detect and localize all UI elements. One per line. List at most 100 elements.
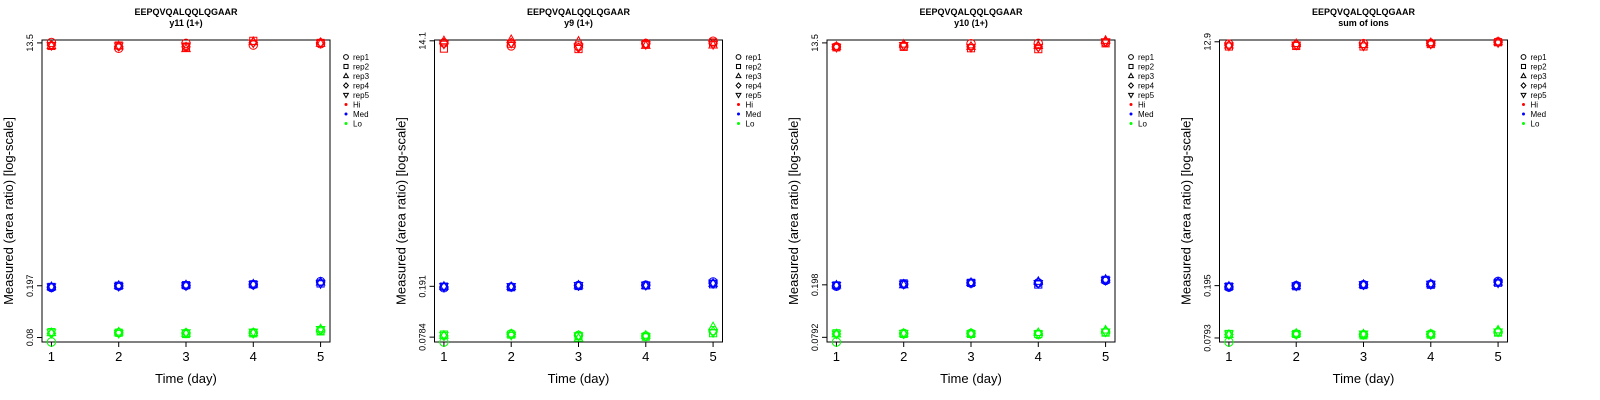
x-tick-label: 5 [1102,349,1109,364]
x-tick-label: 4 [250,349,257,364]
x-tick-label: 3 [575,349,582,364]
x-tick-label: 3 [182,349,189,364]
data-point [113,40,124,50]
legend-marker [1127,82,1135,89]
data-point [180,282,192,292]
legend-label: Med [1138,110,1154,119]
data-point [831,43,842,53]
data-point [965,330,977,340]
y-tick-label: 0.0792 [810,324,820,352]
data-point [708,329,719,339]
data-point [898,329,909,339]
data-point [831,279,842,289]
data-point [180,42,192,52]
data-point [573,43,584,53]
data-point [898,42,909,52]
data-point [1358,42,1369,52]
legend-marker [342,72,350,79]
data-point [438,40,449,50]
legend-label: rep3 [353,72,370,81]
data-point [46,329,57,339]
chart-subtitle: y10 (1+) [954,18,988,28]
data-point [248,281,259,291]
x-tick-label: 1 [48,349,55,364]
data-point [1291,331,1302,341]
x-axis-label: Time (day) [1333,371,1395,386]
legend-marker [343,54,349,60]
data-point [506,283,517,293]
data-point [1223,283,1234,293]
data-point [113,42,124,52]
data-point [315,39,326,49]
legend-label: Lo [1531,120,1540,129]
legend-label: rep3 [1531,72,1548,81]
legend-dot [344,112,348,116]
legend-dot [1129,112,1133,116]
data-point [438,329,449,339]
chart-title: EEPQVQALQQLQGAAR [527,7,631,17]
x-axis-label: Time (day) [548,371,610,386]
data-point [640,280,651,290]
legend-marker [342,92,350,99]
x-tick-label: 2 [508,349,515,364]
x-tick-label: 1 [833,349,840,364]
x-axis-label: Time (day) [155,371,217,386]
data-point [831,40,842,50]
legend-label: Med [746,110,762,119]
legend-marker [1520,92,1527,99]
x-tick-label: 3 [1360,349,1367,364]
data-point [1493,39,1504,49]
data-point [1223,280,1234,290]
legend-label: rep4 [1138,82,1155,91]
data-point [898,279,909,289]
data-point [1291,327,1302,337]
legend-marker [1127,72,1135,79]
y-tick-label: 14.1 [418,32,428,50]
data-point [573,41,584,51]
legend-label: rep2 [1138,63,1155,72]
data-point [438,280,449,290]
plot-frame [1219,39,1508,343]
data-point [1033,326,1044,337]
legend-dot [1522,112,1525,116]
legend-marker [1520,63,1527,70]
data-point [113,279,124,289]
legend-label: rep1 [1138,53,1155,62]
data-point [1493,36,1504,46]
data-point [1100,38,1111,48]
data-point [1291,282,1302,292]
chart-title: EEPQVQALQQLQGAAR [1312,7,1416,17]
x-tick-label: 4 [1035,349,1042,364]
plot-frame [41,39,331,343]
data-point [1100,328,1111,338]
data-point [640,329,651,339]
y-axis-label: Measured (area ratio) [log-scale] [1,117,16,305]
legend-label: rep5 [1138,91,1155,100]
data-point [831,328,842,338]
data-point [1100,276,1111,287]
legend-marker [1520,54,1527,60]
legend-label: Hi [1138,101,1146,110]
data-point [248,328,259,338]
y-tick-label: 0.0784 [418,323,428,351]
data-point [506,328,517,338]
data-point [315,326,326,336]
legend-label: rep4 [746,82,763,91]
data-point [46,327,57,337]
data-point [708,277,719,287]
data-point [248,39,259,49]
data-point [46,42,57,52]
data-point [1033,43,1044,53]
data-point [573,281,584,292]
data-point [438,331,449,341]
data-point [46,280,57,291]
legend-marker [343,63,349,70]
data-point [180,279,192,289]
legend-label: Hi [1531,101,1539,110]
legend-label: Hi [353,101,361,110]
chart-title: EEPQVQALQQLQGAAR [919,7,1023,17]
data-point [1358,328,1369,338]
legend-label: Hi [746,101,754,110]
